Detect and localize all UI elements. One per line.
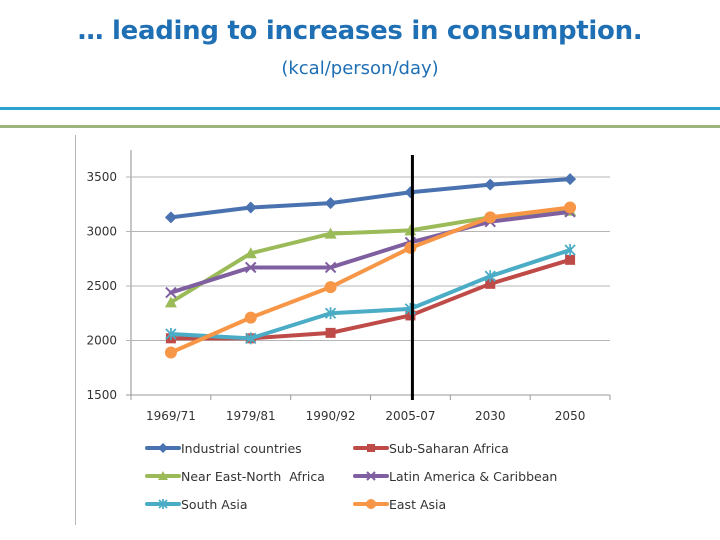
x-tick-label: 2030: [475, 409, 506, 423]
series-lines: [164, 173, 577, 359]
series-latin-america-caribbean: [165, 206, 576, 299]
marker-star: [324, 307, 337, 320]
marker-x-stroke: [165, 286, 177, 299]
x-tick-label: 1990/92: [306, 409, 356, 423]
marker-square: [405, 310, 416, 321]
y-tick-label: 2500: [86, 279, 117, 293]
marker-x: [245, 261, 257, 274]
marker-square: [485, 278, 496, 289]
x-tick-label: 2050: [555, 409, 586, 423]
marker-star: [165, 327, 177, 340]
chart-frame-left-border: [75, 135, 76, 525]
marker-star: [158, 499, 168, 509]
marker-star: [484, 270, 496, 283]
legend-item: Latin America & Caribbean: [353, 469, 557, 484]
divider-blue: [0, 107, 720, 110]
marker-diamond: [158, 443, 168, 453]
x-tick-label: 1979/81: [226, 409, 276, 423]
marker-diamond: [484, 178, 497, 191]
marker-circle: [404, 241, 417, 254]
marker-triangle: [158, 471, 168, 480]
marker-circle: [164, 346, 177, 359]
marker-square: [367, 444, 375, 452]
x-axis: 1969/71 1979/81 1990/92 2005-07 2030 2050: [130, 395, 611, 423]
series-line: [168, 205, 573, 355]
marker-diamond: [244, 201, 257, 214]
marker-square: [325, 327, 336, 338]
legend-label: Sub-Saharan Africa: [389, 441, 509, 456]
gridlines: [126, 150, 610, 396]
x-tick-label: 1969/71: [146, 409, 196, 423]
marker-x: [165, 286, 177, 299]
legend-item: Sub-Saharan Africa: [353, 441, 509, 456]
legend-item: East Asia: [353, 497, 446, 512]
slide-title: … leading to increases in consumption.: [77, 16, 643, 46]
y-tick-label: 3000: [86, 225, 117, 239]
marker-diamond: [404, 186, 417, 199]
series-south-asia: [165, 244, 576, 345]
marker-circle: [366, 499, 376, 509]
legend-label: East Asia: [389, 497, 446, 512]
y-axis-ticks: 1500 2000 2500 3000 3500: [86, 170, 117, 402]
marker-circle: [484, 211, 497, 224]
series-line: [168, 248, 573, 341]
marker-x: [324, 261, 337, 274]
series-line: [168, 209, 573, 295]
marker-circle: [564, 201, 577, 214]
slide-subtitle: (kcal/person/day): [281, 58, 439, 79]
marker-circle: [324, 281, 337, 294]
marker-diamond: [564, 173, 577, 186]
marker-x-stroke: [366, 471, 376, 481]
divider-green: [0, 125, 720, 128]
series-east-asia: [164, 201, 577, 359]
marker-diamond: [164, 211, 177, 224]
legend-label: Near East-North Africa: [181, 469, 325, 484]
marker-star: [564, 244, 576, 257]
marker-x: [366, 471, 376, 481]
marker-diamond: [324, 197, 337, 210]
legend-label: Industrial countries: [181, 441, 302, 456]
y-tick-label: 1500: [86, 388, 117, 402]
marker-square: [565, 254, 576, 265]
marker-triangle: [324, 227, 337, 239]
marker-x-stroke: [245, 261, 257, 274]
legend-item: Industrial countries: [145, 441, 302, 456]
y-tick-label: 2000: [86, 334, 117, 348]
marker-x-stroke: [324, 261, 337, 274]
marker-circle: [244, 311, 257, 324]
legend-item: South Asia: [145, 497, 248, 512]
legend-item: Near East-North Africa: [145, 469, 325, 484]
marker-triangle: [244, 247, 257, 259]
legend-label: South Asia: [181, 497, 248, 512]
marker-triangle: [164, 296, 177, 308]
series-line: [168, 177, 573, 220]
legend-label: Latin America & Caribbean: [389, 469, 557, 484]
x-tick-label: 2005-07: [385, 409, 435, 423]
legend: Industrial countries Sub-Saharan Africa Ne…: [145, 441, 557, 512]
y-tick-label: 3500: [86, 170, 117, 184]
marker-star: [245, 332, 257, 345]
